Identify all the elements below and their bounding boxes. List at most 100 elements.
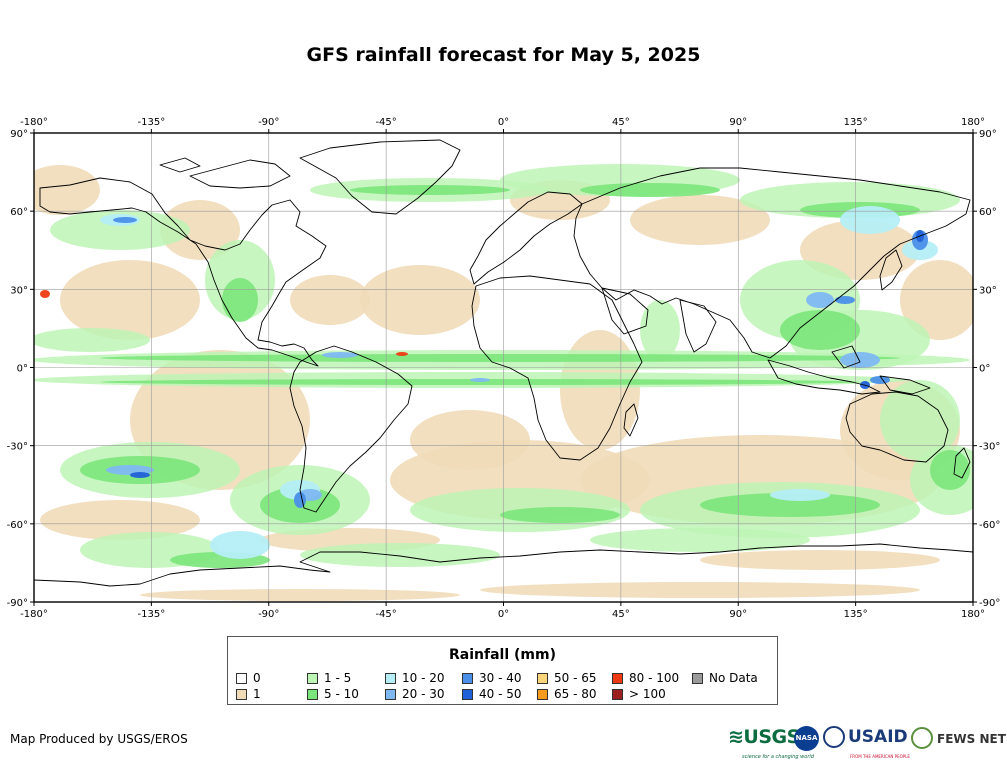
drizzle-area (160, 200, 240, 260)
legend-swatch (236, 673, 247, 684)
moderate-rain-area (580, 183, 720, 197)
legend-label: 80 - 100 (629, 671, 680, 685)
legend-swatch (236, 689, 247, 700)
light-rain-area (880, 380, 960, 460)
lat-label-right: 0° (979, 364, 990, 375)
arctic-islands-outline (159, 157, 291, 189)
legend-label: 65 - 80 (554, 687, 597, 701)
moderate-rain-area (350, 185, 510, 195)
fews-net-logo: FEWS NET (937, 732, 1006, 746)
legend-label: > 100 (629, 687, 666, 701)
rain-40-50-cell (130, 472, 150, 478)
legend-label: 20 - 30 (402, 687, 445, 701)
usgs-logo: ≋USGS science for a changing world (728, 726, 814, 760)
rain-20-30-cell (322, 352, 358, 358)
legend-item: > 100 (612, 687, 666, 701)
lon-label-top: -135° (138, 117, 166, 128)
asia-outline (573, 167, 971, 359)
light-rain-area (50, 210, 190, 250)
legend-swatch (385, 689, 396, 700)
legend: Rainfall (mm) 0 1 1 - 5 5 - 10 10 - 20 20 - 3… (227, 636, 778, 705)
drizzle-area (34, 165, 100, 215)
legend-label: 1 (253, 687, 261, 701)
legend-item: 1 - 5 (307, 671, 351, 685)
lat-label-right: 30° (979, 285, 997, 296)
coastlines (34, 139, 973, 587)
drizzle-area (800, 220, 920, 280)
lon-label-bottom: 90° (729, 609, 747, 620)
india-outline (679, 299, 717, 353)
lon-label-top: 90° (729, 117, 747, 128)
drizzle-area (60, 260, 200, 340)
legend-item: 40 - 50 (462, 687, 522, 701)
light-rain-area (590, 528, 810, 552)
legend-swatch (612, 689, 623, 700)
europe-outline (469, 191, 583, 285)
rain-10-20-cell (840, 206, 900, 234)
legend-item: No Data (692, 671, 758, 685)
legend-item: 80 - 100 (612, 671, 679, 685)
australia-outline (845, 391, 949, 463)
rain-10-20-cell (770, 489, 830, 501)
lat-label-right: 60° (979, 207, 997, 218)
lon-label-bottom: -90° (258, 609, 279, 620)
lat-label-left: 30° (10, 285, 28, 296)
drizzle-area (40, 500, 200, 540)
legend-item: 10 - 20 (385, 671, 445, 685)
map-title: GFS rainfall forecast for May 5, 2025 (306, 44, 701, 66)
drizzle-area (360, 265, 480, 335)
moderate-rain-area (222, 278, 258, 322)
legend-label: 30 - 40 (479, 671, 522, 685)
drizzle-area (700, 550, 940, 570)
legend-label: 40 - 50 (479, 687, 522, 701)
legend-swatch (692, 673, 703, 684)
fews-net-icon (911, 727, 933, 749)
rainfall-map: -180° -180° -135° -135° -90° -90° -45° -45° 0° 0°… (7, 117, 1001, 620)
lon-label-top: -90° (258, 117, 279, 128)
usaid-seal-icon (823, 726, 845, 748)
legend-label: 50 - 65 (554, 671, 597, 685)
lat-label-right: 90° (979, 129, 997, 140)
rain-30-40-cell (113, 217, 137, 223)
legend-title: Rainfall (mm) (449, 647, 556, 663)
lon-label-bottom: -180° (20, 609, 48, 620)
legend-item: 65 - 80 (537, 687, 597, 701)
drizzle-area (900, 260, 973, 340)
rain-20-30-cell (806, 292, 834, 308)
north-america-outline (39, 177, 327, 367)
drizzle-area (630, 195, 770, 245)
greenland-outline (299, 139, 461, 215)
rainfall-field (34, 164, 973, 601)
legend-label: No Data (709, 671, 758, 685)
moderate-rain-area (780, 310, 860, 350)
legend-swatch (462, 673, 473, 684)
legend-swatch (385, 673, 396, 684)
producer-credit: Map Produced by USGS/EROS (10, 732, 188, 746)
legend-label: 10 - 20 (402, 671, 445, 685)
madagascar-outline (623, 403, 639, 437)
legend-swatch (537, 689, 548, 700)
lat-label-left: -60° (7, 520, 28, 531)
antarctica-outline (34, 543, 973, 587)
lon-label-bottom: 180° (961, 609, 985, 620)
moderate-rain-area (930, 450, 970, 490)
legend-swatch (462, 689, 473, 700)
drizzle-area (140, 589, 460, 601)
legend-item: 0 (236, 671, 261, 685)
lon-label-top: -180° (20, 117, 48, 128)
lon-label-bottom: 0° (498, 609, 509, 620)
legend-swatch (307, 673, 318, 684)
lat-label-left: -30° (7, 442, 28, 453)
lon-label-top: 180° (961, 117, 985, 128)
legend-item: 5 - 10 (307, 687, 359, 701)
lon-label-top: 135° (844, 117, 868, 128)
map-frame (33, 132, 974, 603)
lat-label-right: -90° (979, 598, 1000, 609)
lat-label-right: -30° (979, 442, 1000, 453)
tick-labels: -180° -180° -135° -135° -90° -90° -45° -45° 0° 0°… (7, 117, 1001, 620)
lon-label-bottom: 135° (844, 609, 868, 620)
drizzle-area (410, 410, 530, 470)
moderate-rain-area (500, 507, 620, 523)
rain-30-40-cell (294, 492, 306, 508)
lon-label-top: 45° (612, 117, 630, 128)
